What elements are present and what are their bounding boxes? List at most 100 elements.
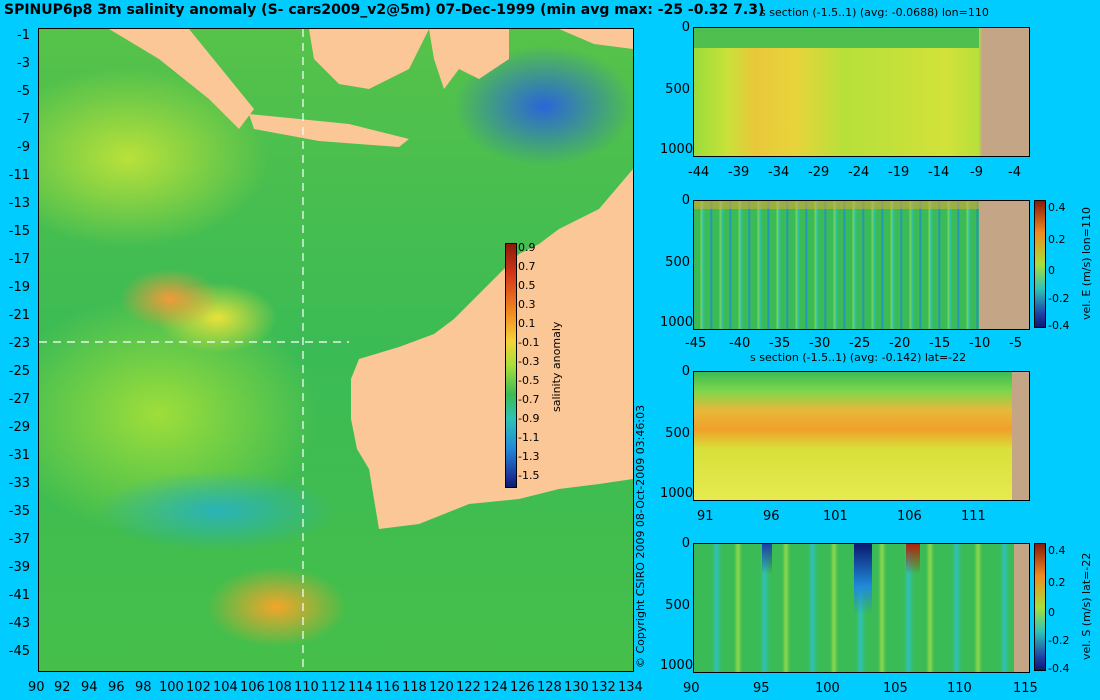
panel2-cb-tick: -0.4 bbox=[1048, 319, 1070, 332]
panel1-x-tick: -24 bbox=[848, 165, 870, 180]
lat-tick: -15 bbox=[8, 224, 30, 239]
panel4-x-axis: 90 95 100 105 110 115 bbox=[683, 681, 1038, 697]
panel4-y-tick: 500 bbox=[665, 598, 690, 613]
colorbar-tick: -1.1 bbox=[518, 431, 540, 444]
panel1-x-axis: -44 -39 -34 -29 -24 -19 -14 -9 -4 bbox=[688, 165, 1038, 181]
lat-tick: -45 bbox=[8, 644, 30, 659]
panel2-x-tick: -25 bbox=[849, 336, 871, 351]
lon-tick: 100 bbox=[159, 680, 184, 695]
map-colorbar-ticks: 0.9 0.7 0.5 0.3 0.1 -0.1 -0.3 -0.5 -0.7 … bbox=[518, 241, 558, 493]
land-sulawesi bbox=[429, 29, 509, 89]
lat-tick: -3 bbox=[17, 56, 30, 71]
lon-tick: 130 bbox=[564, 680, 589, 695]
lat-tick: -41 bbox=[8, 588, 30, 603]
colorbar-label: salinity anomaly bbox=[550, 321, 563, 412]
panel2-x-tick: -40 bbox=[729, 336, 751, 351]
panel2-x-tick: -30 bbox=[809, 336, 831, 351]
panel1-x-tick: -4 bbox=[1008, 165, 1021, 180]
panel4-section[interactable] bbox=[693, 543, 1030, 673]
panel2-cb-tick: -0.2 bbox=[1048, 292, 1070, 305]
panel1-title: s section (-1.5..1) (avg: -0.0688) lon=1… bbox=[760, 6, 989, 19]
panel1-x-tick: -39 bbox=[728, 165, 750, 180]
lon-tick: 110 bbox=[294, 680, 319, 695]
lat-tick: -5 bbox=[17, 84, 30, 99]
lon-tick: 134 bbox=[618, 680, 643, 695]
lat-tick: -37 bbox=[8, 532, 30, 547]
panel1-y-tick: 1000 bbox=[660, 142, 694, 157]
lon-tick: 122 bbox=[456, 680, 481, 695]
lat-tick: -7 bbox=[17, 112, 30, 127]
map-lat-axis: -1 -3 -5 -7 -9 -11 -13 -15 -17 -19 -21 -… bbox=[0, 28, 38, 670]
panel2-x-tick: -5 bbox=[1009, 336, 1022, 351]
lon-tick: 124 bbox=[483, 680, 508, 695]
panel1-x-tick: -14 bbox=[928, 165, 950, 180]
lat-tick: -29 bbox=[8, 420, 30, 435]
lat-tick: -1 bbox=[17, 28, 30, 43]
panel1-x-tick: -44 bbox=[688, 165, 710, 180]
lon-tick: 120 bbox=[429, 680, 454, 695]
panel3-x-tick: 101 bbox=[823, 509, 848, 524]
colorbar-tick: 0.7 bbox=[518, 260, 536, 273]
lon-tick: 106 bbox=[240, 680, 265, 695]
panel4-y-tick: 1000 bbox=[660, 658, 694, 673]
lat-tick: -13 bbox=[8, 196, 30, 211]
panel2-section[interactable] bbox=[693, 200, 1030, 330]
panel3-x-tick: 106 bbox=[897, 509, 922, 524]
panel2-x-tick: -10 bbox=[969, 336, 991, 351]
land-new-guinea bbox=[559, 29, 633, 49]
panel2-cb-tick: 0.4 bbox=[1048, 201, 1066, 214]
colorbar-tick: -1.5 bbox=[518, 469, 540, 482]
copyright: © Copyright CSIRO 2009 08-Oct-2009 03:46… bbox=[634, 404, 647, 668]
lat-tick: -33 bbox=[8, 476, 30, 491]
panel1-x-tick: -29 bbox=[808, 165, 830, 180]
colorbar-tick: 0.3 bbox=[518, 298, 536, 311]
panel2-y-tick: 1000 bbox=[660, 315, 694, 330]
panel2-cb-tick: 0 bbox=[1048, 264, 1055, 277]
panel2-cb-tick: 0.2 bbox=[1048, 233, 1066, 246]
panel2-x-axis: -45 -40 -35 -30 -25 -20 -15 -10 -5 bbox=[685, 336, 1035, 352]
lon-tick: 116 bbox=[375, 680, 400, 695]
panel4-cb-tick: -0.2 bbox=[1048, 634, 1070, 647]
panel2-y-tick: 0 bbox=[681, 193, 690, 208]
panel3-section[interactable] bbox=[693, 371, 1030, 501]
panel4-x-tick: 105 bbox=[883, 681, 908, 696]
lat-tick: -43 bbox=[8, 616, 30, 631]
panel1-section[interactable] bbox=[693, 27, 1030, 157]
panel3-title: s section (-1.5..1) (avg: -0.142) lat=-2… bbox=[750, 351, 967, 364]
panel4-cb-tick: 0 bbox=[1048, 606, 1055, 619]
salinity-map[interactable] bbox=[38, 28, 634, 672]
land-borneo bbox=[309, 29, 429, 89]
land-sumatra bbox=[109, 29, 254, 129]
colorbar-tick: 0.9 bbox=[518, 241, 536, 254]
lat-tick: -35 bbox=[8, 504, 30, 519]
panel2-x-tick: -15 bbox=[929, 336, 951, 351]
panel4-colorbar bbox=[1034, 543, 1046, 671]
panel2-x-tick: -35 bbox=[769, 336, 791, 351]
panel1-x-tick: -34 bbox=[768, 165, 790, 180]
panel3-y-tick: 0 bbox=[681, 364, 690, 379]
panel2-y-tick: 500 bbox=[665, 255, 690, 270]
panel3-x-tick: 96 bbox=[763, 509, 780, 524]
lat-tick: -19 bbox=[8, 280, 30, 295]
lat-tick: -23 bbox=[8, 336, 30, 351]
lon-tick: 102 bbox=[186, 680, 211, 695]
panel4-y-tick: 0 bbox=[681, 536, 690, 551]
map-title: SPINUP6p8 3m salinity anomaly (S- cars20… bbox=[4, 2, 765, 18]
land-australia bbox=[351, 169, 633, 529]
panel1-x-tick: -19 bbox=[888, 165, 910, 180]
panel1-y-tick: 500 bbox=[665, 82, 690, 97]
map-lon-axis: 90 92 94 96 98 100 102 104 106 108 110 1… bbox=[28, 680, 648, 700]
panel4-x-tick: 90 bbox=[683, 681, 700, 696]
panel4-cb-tick: -0.4 bbox=[1048, 662, 1070, 675]
lat-tick: -25 bbox=[8, 364, 30, 379]
panel2-x-tick: -45 bbox=[685, 336, 707, 351]
panel1-x-tick: -9 bbox=[970, 165, 983, 180]
panel2-colorbar bbox=[1034, 200, 1046, 328]
lon-tick: 114 bbox=[348, 680, 373, 695]
lon-tick: 112 bbox=[321, 680, 346, 695]
panel4-x-tick: 110 bbox=[947, 681, 972, 696]
land-timor bbox=[249, 114, 409, 147]
lon-tick: 92 bbox=[54, 680, 71, 695]
panel4-cb-tick: 0.4 bbox=[1048, 544, 1066, 557]
lat-tick: -21 bbox=[8, 308, 30, 323]
